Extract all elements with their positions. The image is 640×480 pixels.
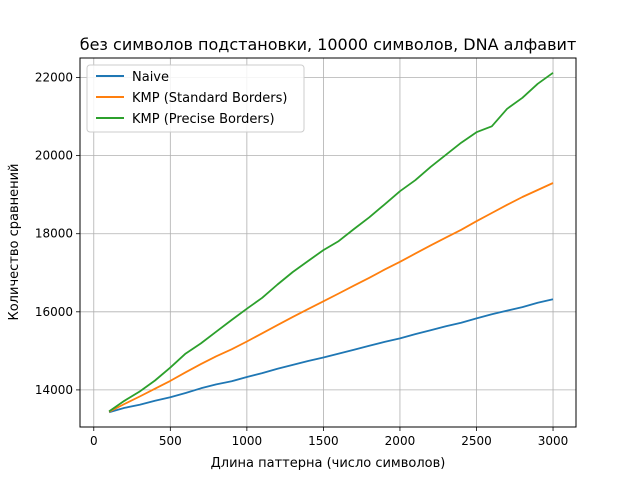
- y-axis-ticks: 14000 16000 18000 20000 22000: [35, 71, 80, 397]
- x-tick-label: 1500: [308, 434, 339, 448]
- legend-label-kmp-standard-borders: KMP (Standard Borders): [132, 91, 288, 106]
- y-tick-label: 14000: [35, 383, 73, 397]
- legend-label-naive: Naive: [132, 70, 169, 85]
- y-tick-label: 18000: [35, 227, 73, 241]
- series-line-kmp-standard-borders: [108, 182, 554, 413]
- y-tick-label: 16000: [35, 305, 73, 319]
- y-tick-label: 20000: [35, 149, 73, 163]
- series-line-kmp-precise-borders: [108, 72, 554, 413]
- x-tick-label: 3000: [538, 434, 569, 448]
- x-tick-label: 2000: [385, 434, 416, 448]
- y-axis-label: Количество сравнений: [7, 163, 22, 320]
- x-axis-label: Длина паттерна (число символов): [211, 456, 446, 471]
- series-layer: [108, 72, 554, 414]
- legend-box: [86, 64, 305, 133]
- y-tick-label: 22000: [35, 71, 73, 85]
- legend: Naive KMP (Standard Borders) KMP (Precise …: [86, 64, 305, 133]
- x-tick-label: 0: [90, 434, 98, 448]
- plot-frame: [79, 57, 577, 428]
- x-tick-label: 500: [159, 434, 182, 448]
- legend-label-kmp-precise-borders: KMP (Precise Borders): [132, 112, 275, 127]
- chart-title: без символов подстановки, 10000 символов…: [80, 35, 577, 54]
- x-axis-ticks: 0 500 1000 1500 2000 2500 3000: [90, 427, 568, 448]
- series-line-naive: [108, 298, 554, 414]
- x-tick-label: 2500: [461, 434, 492, 448]
- x-tick-label: 1000: [232, 434, 263, 448]
